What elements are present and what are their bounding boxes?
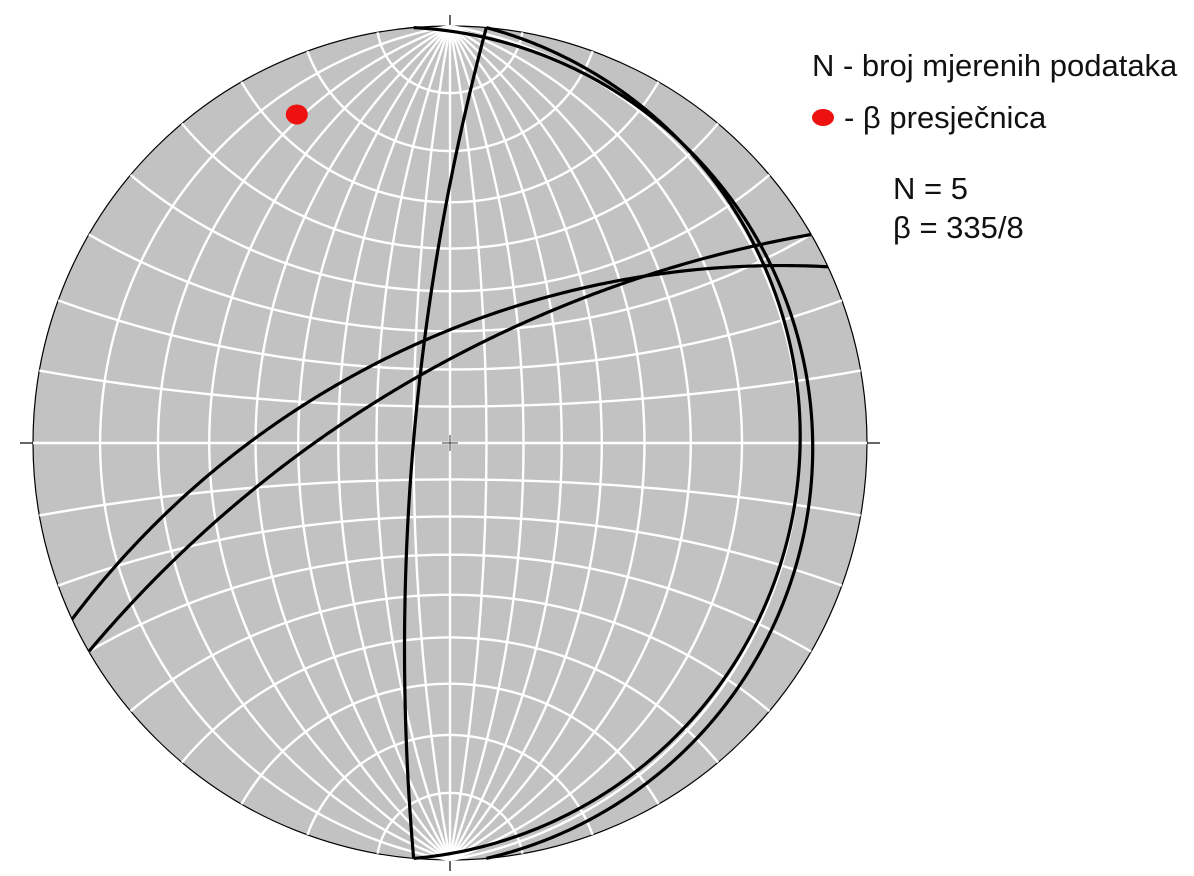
plane-great-circle [70,263,829,621]
stereonet [20,15,880,871]
plane-great-circle [413,25,815,860]
legend-beta: - β presječnica [812,102,1046,133]
plane-great-circle [402,27,488,859]
red-dot-icon [812,109,834,126]
stat-n: N = 5 [893,171,968,206]
wulff-grid [33,24,867,862]
beta-point [285,104,308,125]
stat-beta: β = 335/8 [893,210,1024,245]
great-circles [70,25,829,861]
legend-beta-description: - β presječnica [844,100,1047,135]
legend-n-description: N - broj mjerenih podataka [812,48,1178,83]
